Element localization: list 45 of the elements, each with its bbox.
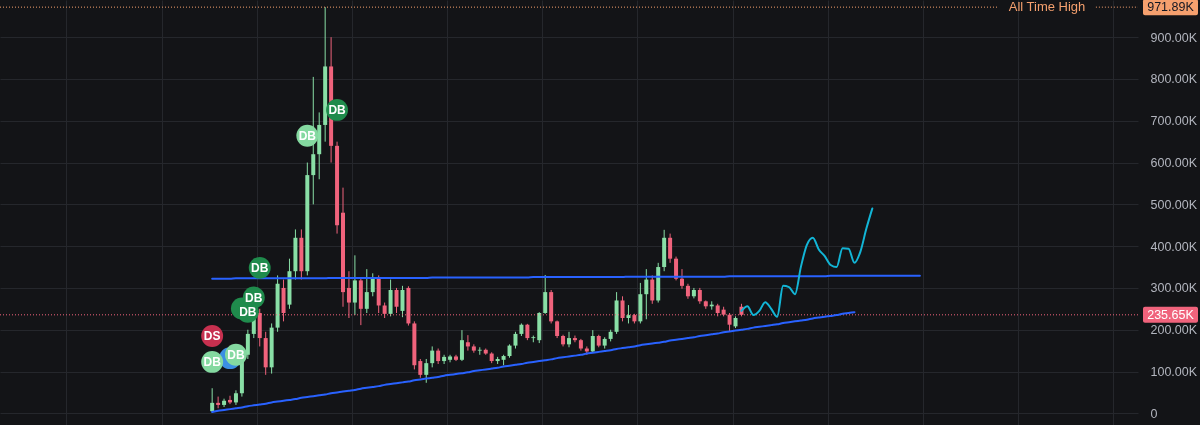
candlestick <box>210 387 215 413</box>
candlestick <box>216 396 221 409</box>
data-label: DB <box>203 354 222 369</box>
candlestick <box>418 358 423 379</box>
candlestick <box>567 331 571 348</box>
y-tick-label: 300.00K <box>1150 281 1198 296</box>
candlestick <box>650 274 655 305</box>
candlestick <box>352 254 357 316</box>
candlestick <box>674 256 679 281</box>
data-label: DB <box>298 128 317 143</box>
y-tick-label: 900.00K <box>1150 30 1198 45</box>
candlestick <box>644 268 649 320</box>
y-tick-label: 600.00K <box>1150 156 1198 171</box>
data-label: DB <box>227 347 245 362</box>
ref-line-label: All Time High <box>1008 0 1086 15</box>
candlestick <box>364 268 369 314</box>
candlestick <box>680 268 684 290</box>
candlestick <box>424 358 429 384</box>
candlestick <box>668 233 673 264</box>
candlestick <box>442 354 447 365</box>
data-label: DB <box>328 102 347 117</box>
candlestick <box>430 345 435 368</box>
y-tick-label: 235.65K <box>1147 307 1195 322</box>
y-tick-label: 971.89K <box>1147 0 1195 15</box>
data-label: DB <box>251 260 269 275</box>
candlestick <box>590 329 595 354</box>
data-label: DS <box>203 328 221 343</box>
data-label: DB <box>239 304 257 319</box>
candlestick <box>465 334 470 352</box>
line-series <box>740 207 874 318</box>
y-tick-label: 400.00K <box>1150 239 1198 254</box>
y-tick-label: 500.00K <box>1150 197 1198 212</box>
y-tick-label: 100.00K <box>1150 365 1198 380</box>
candlestick <box>543 274 548 315</box>
data-label: DB <box>245 290 263 305</box>
candlestick <box>400 285 405 318</box>
y-tick-label: 0 <box>1150 406 1158 421</box>
y-tick-label: 200.00K <box>1150 323 1198 338</box>
candlestick <box>572 335 577 343</box>
y-tick-label: 700.00K <box>1150 114 1198 129</box>
candlestick <box>459 329 464 362</box>
candlestick <box>626 304 631 324</box>
y-tick-label: 800.00K <box>1150 72 1198 87</box>
candlestick <box>222 398 227 408</box>
candlestick <box>388 279 393 317</box>
